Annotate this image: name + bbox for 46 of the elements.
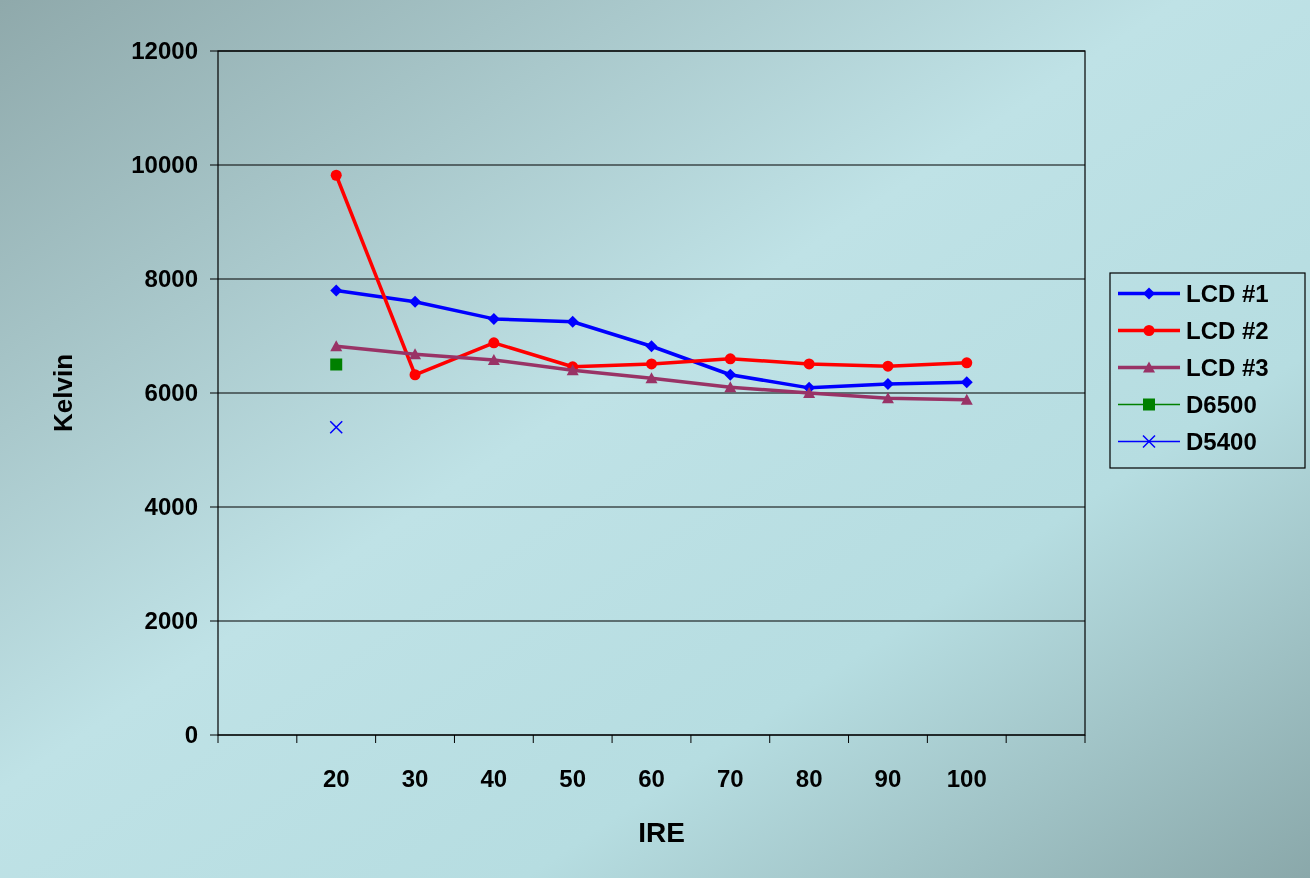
x-tick-label: 20 bbox=[322, 765, 350, 792]
point bbox=[724, 368, 737, 381]
point bbox=[724, 381, 737, 393]
legend-label: D6500 bbox=[1186, 390, 1257, 418]
x-tick-label: 50 bbox=[559, 765, 587, 792]
x-tick-label: 70 bbox=[716, 765, 744, 792]
point bbox=[646, 358, 657, 370]
x-tick-label: 40 bbox=[480, 765, 508, 792]
x-tick-label: 80 bbox=[795, 765, 823, 792]
point bbox=[960, 393, 973, 405]
y-tick-label: 4000 bbox=[144, 493, 198, 521]
y-tick-label: 0 bbox=[184, 721, 198, 749]
point bbox=[961, 357, 973, 369]
y-tick-label: 12000 bbox=[131, 37, 198, 65]
point bbox=[330, 284, 343, 297]
point bbox=[330, 358, 343, 371]
point bbox=[409, 369, 421, 381]
point bbox=[330, 169, 342, 181]
point bbox=[645, 340, 658, 353]
point bbox=[724, 353, 736, 365]
point bbox=[409, 295, 422, 308]
legend-label: D5400 bbox=[1186, 427, 1257, 455]
legend-label: LCD #2 bbox=[1186, 316, 1269, 344]
point bbox=[882, 360, 894, 372]
x-tick-label: 100 bbox=[946, 765, 987, 792]
y-axis-title: Kelvin bbox=[48, 353, 78, 433]
point bbox=[803, 358, 815, 370]
x-tick-label: 90 bbox=[874, 765, 902, 792]
x-tick-label: 60 bbox=[638, 765, 665, 792]
point bbox=[329, 420, 343, 434]
point bbox=[803, 387, 816, 398]
y-tick-label: 2000 bbox=[144, 607, 198, 635]
point bbox=[488, 337, 500, 349]
point bbox=[881, 392, 894, 404]
y-tick-label: 8000 bbox=[144, 265, 198, 293]
point bbox=[409, 348, 422, 360]
x-tick-label: 30 bbox=[401, 765, 429, 792]
y-tick-label: 10000 bbox=[131, 151, 198, 179]
legend-label: LCD #3 bbox=[1186, 353, 1269, 381]
x-axis-title: IRE bbox=[638, 817, 685, 848]
y-tick-label: 6000 bbox=[144, 379, 198, 407]
legend-label: LCD #1 bbox=[1186, 279, 1269, 307]
point bbox=[487, 353, 500, 365]
point bbox=[487, 312, 500, 325]
point bbox=[330, 340, 343, 352]
point bbox=[645, 372, 658, 384]
